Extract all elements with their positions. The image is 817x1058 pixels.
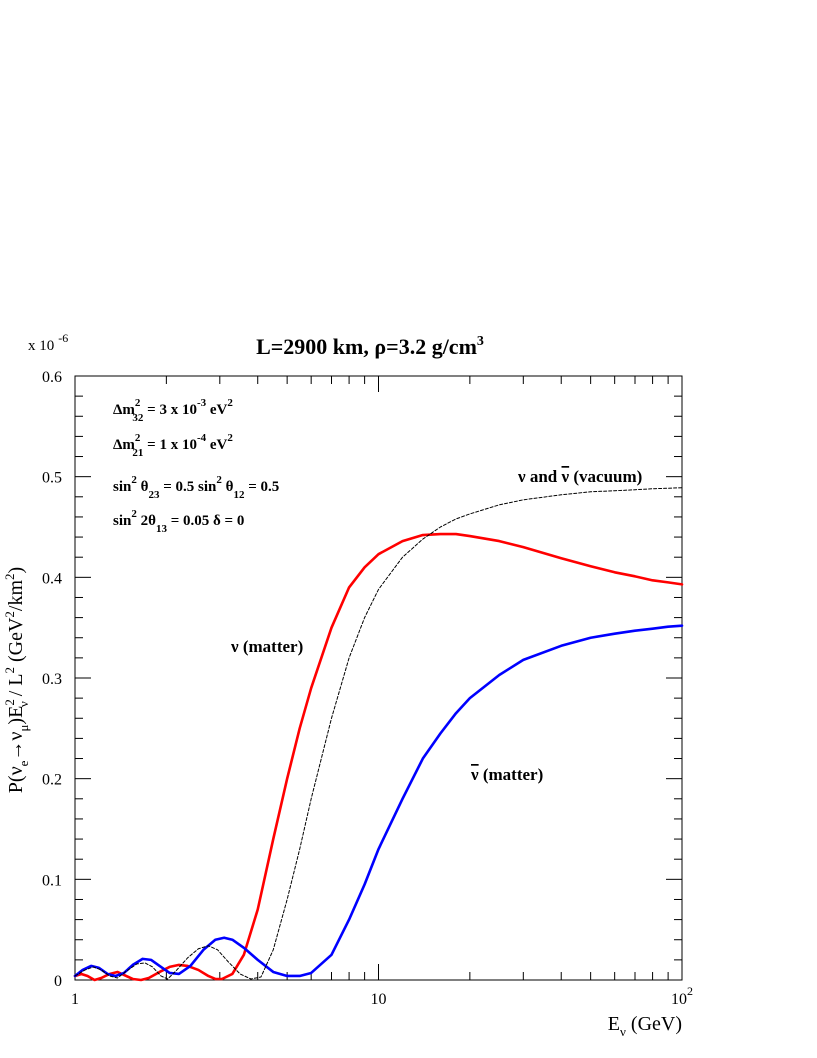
chart-title: L=2900 km, ρ=3.2 g/cm3 (256, 334, 484, 359)
y-tick-label: 0.3 (42, 671, 62, 688)
axis-tick-labels: 0 0.1 0.2 0.3 0.4 0.5 0.6 1 10 102 (42, 369, 693, 1008)
parameter-line: sin2 2θ13 = 0.05 δ = 0 (113, 508, 244, 535)
chart-title-sup: 3 (477, 334, 484, 349)
nubar-vacuum: ν (561, 467, 570, 486)
y-axis-label: P(νe→νμ)E2ν / L2 (GeV2/km2) (2, 567, 31, 793)
parameter-line: Δm2 21 = 1 x 10-4 eV2 (113, 432, 233, 459)
y-multiplier-base: x 10 (28, 338, 54, 354)
y-tick-label: 0.6 (42, 369, 62, 386)
svg-text:P(νe→νμ)E2ν / L2 (GeV2/km2): P(νe→νμ)E2ν / L2 (GeV2/km2) (2, 567, 31, 793)
parameter-line: sin2 θ23 = 0.5 sin2 θ12 = 0.5 (113, 474, 279, 501)
x-tick-label: 10 (371, 991, 387, 1008)
chart-title-rho: ρ (374, 334, 386, 359)
parameter-legend: Δm2 32 = 3 x 10-3 eV2 Δm2 21 = 1 x 10-4 eV2… (113, 397, 279, 535)
y-tick-label: 0.2 (42, 772, 62, 789)
series-line-1 (73, 624, 684, 978)
y-multiplier-exp: -6 (58, 331, 68, 345)
x-axis-label: Eν (GeV) (608, 1013, 682, 1039)
chart-title-rest: =3.2 g/cm (386, 334, 477, 359)
nubar-matter: ν (470, 765, 479, 784)
y-tick-label: 0.5 (42, 470, 62, 487)
annotation-vacuum: ν and ν (vacuum) (517, 467, 642, 486)
chart-title-main: L=2900 km, (256, 334, 374, 359)
series-line-0 (73, 532, 684, 982)
annotation-nu-matter: ν (matter) (230, 637, 303, 656)
y-tick-label: 0 (54, 973, 62, 990)
y-multiplier: x 10 -6 (28, 331, 68, 354)
x-tick-label: 1 (71, 991, 79, 1008)
axis-ticks (74, 375, 682, 981)
parameter-line: Δm2 32 = 3 x 10-3 eV2 (113, 397, 233, 424)
y-tick-label: 0.1 (42, 872, 62, 889)
x-tick-label: 102 (671, 984, 693, 1008)
series-line-2 (74, 487, 683, 980)
y-tick-label: 0.4 (42, 570, 62, 587)
series-lines (73, 487, 684, 982)
annotation-antinu-matter: ν (matter) (470, 765, 543, 784)
